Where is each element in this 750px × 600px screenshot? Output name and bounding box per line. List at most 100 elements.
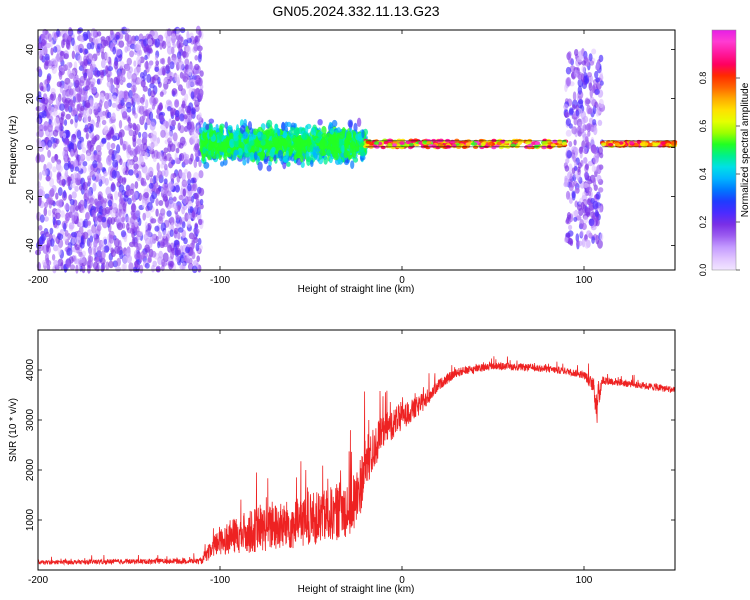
spectrogram-cell xyxy=(565,118,572,127)
spectrogram-cell xyxy=(243,138,248,144)
spectrogram-y-tick-label: 0 xyxy=(25,144,36,150)
spectrogram-cell xyxy=(123,94,128,103)
spectrogram-cell xyxy=(50,87,56,95)
spectrogram-cell xyxy=(150,130,157,138)
spectrogram-cell xyxy=(592,156,599,164)
spectrogram-cell xyxy=(568,141,573,148)
spectrogram-cell xyxy=(350,160,355,169)
spectrogram-cell xyxy=(583,171,589,178)
spectrogram-cell xyxy=(84,85,90,91)
spectrogram-cell xyxy=(178,34,183,44)
spectrogram-y-label: Frequency (Hz) xyxy=(8,116,19,185)
spectrogram-cell xyxy=(180,254,184,264)
spectrogram-cell xyxy=(269,148,275,158)
spectrogram-cell xyxy=(181,262,186,271)
spectrogram-cell xyxy=(564,112,570,118)
spectrogram-cell xyxy=(598,146,603,155)
spectrogram-cell xyxy=(190,91,195,100)
spectrogram-cell xyxy=(565,190,571,200)
spectrogram-cell xyxy=(329,127,334,135)
spectrogram-cell xyxy=(118,131,123,138)
spectrogram-cell xyxy=(136,138,142,146)
spectrogram-cell xyxy=(106,141,111,151)
spectrogram-x-label: Height of straight line (km) xyxy=(298,284,415,295)
spectrogram-cell xyxy=(102,126,109,135)
spectrogram-cell xyxy=(158,212,163,222)
spectrogram-cell xyxy=(595,77,600,83)
spectrogram-cell xyxy=(181,179,188,188)
spectrogram-cell xyxy=(121,164,127,172)
spectrogram-cell xyxy=(584,124,591,131)
spectrogram-cell xyxy=(247,121,252,131)
spectrogram-cell xyxy=(373,141,380,145)
spectrogram-cell xyxy=(51,254,56,261)
spectrogram-cell xyxy=(100,59,106,69)
spectrogram-y-tick-label: -20 xyxy=(25,189,36,204)
spectrogram-cell xyxy=(95,144,102,153)
spectrogram-cell xyxy=(266,119,273,128)
spectrogram-cell xyxy=(159,114,165,122)
spectrogram-cell xyxy=(111,112,116,120)
spectrogram-cell xyxy=(146,222,152,231)
spectrogram-cell xyxy=(480,142,486,146)
spectrogram-cell xyxy=(66,129,70,139)
spectrogram-cell xyxy=(148,48,153,54)
spectrogram-cell xyxy=(89,170,95,178)
spectrogram-cell xyxy=(150,250,157,258)
spectrogram-cell xyxy=(454,138,460,143)
spectrogram-cell xyxy=(59,122,63,131)
spectrogram-cell xyxy=(172,202,178,210)
spectrogram-cell xyxy=(117,191,122,198)
spectrogram-cell xyxy=(572,210,578,217)
spectrogram-cell xyxy=(456,145,462,149)
spectrogram-cell xyxy=(126,70,132,80)
spectrogram-cell xyxy=(169,75,173,82)
spectrogram-cell xyxy=(510,143,516,147)
spectrogram-cell xyxy=(70,118,74,125)
spectrogram-cell xyxy=(64,30,69,39)
spectrogram-cell xyxy=(76,104,81,112)
spectrogram-cell xyxy=(255,146,260,152)
spectrogram-cell xyxy=(142,132,148,140)
spectrogram-cell xyxy=(380,145,386,150)
spectrogram-cell xyxy=(334,138,340,148)
spectrogram-cell xyxy=(321,133,328,139)
spectrogram-cell xyxy=(169,61,175,70)
spectrogram-cell xyxy=(196,125,200,134)
spectrogram-cell xyxy=(174,115,180,122)
spectrogram-cell xyxy=(114,245,121,254)
spectrogram-cell xyxy=(319,142,325,150)
spectrogram-cell xyxy=(130,203,137,213)
spectrogram-cell xyxy=(123,194,129,202)
spectrogram-cell xyxy=(89,235,94,243)
spectrogram-cell xyxy=(587,107,593,115)
spectrogram-cell xyxy=(184,64,189,70)
spectrogram-cell xyxy=(565,66,572,75)
spectrogram-cell xyxy=(106,111,112,119)
spectrogram-cell xyxy=(304,124,309,134)
spectrogram-cell xyxy=(63,190,67,199)
spectrogram-cell xyxy=(573,139,577,146)
spectrogram-cell xyxy=(44,201,48,209)
spectrogram-cell xyxy=(56,176,61,184)
spectrogram-cell xyxy=(636,139,642,144)
spectrogram-cell xyxy=(53,46,58,53)
spectrogram-cell xyxy=(223,150,228,157)
spectrogram-cell xyxy=(57,247,62,256)
spectrogram-cell xyxy=(170,107,174,117)
spectrogram-cell xyxy=(126,222,130,231)
spectrogram-cell xyxy=(191,210,196,218)
spectrogram-cell xyxy=(88,126,93,134)
spectrogram-cell xyxy=(82,161,88,167)
spectrogram-cell xyxy=(274,123,278,134)
spectrogram-cell xyxy=(142,212,146,221)
spectrogram-frame xyxy=(37,29,676,271)
spectrogram-cell xyxy=(156,162,160,172)
spectrogram-cell xyxy=(46,75,51,84)
spectrogram-cell xyxy=(108,234,115,244)
spectrogram-cell xyxy=(195,242,200,252)
spectrogram-cell xyxy=(564,177,570,187)
spectrogram-cell xyxy=(194,136,199,145)
spectrogram-cell xyxy=(576,56,583,63)
spectrogram-cell xyxy=(119,136,123,146)
